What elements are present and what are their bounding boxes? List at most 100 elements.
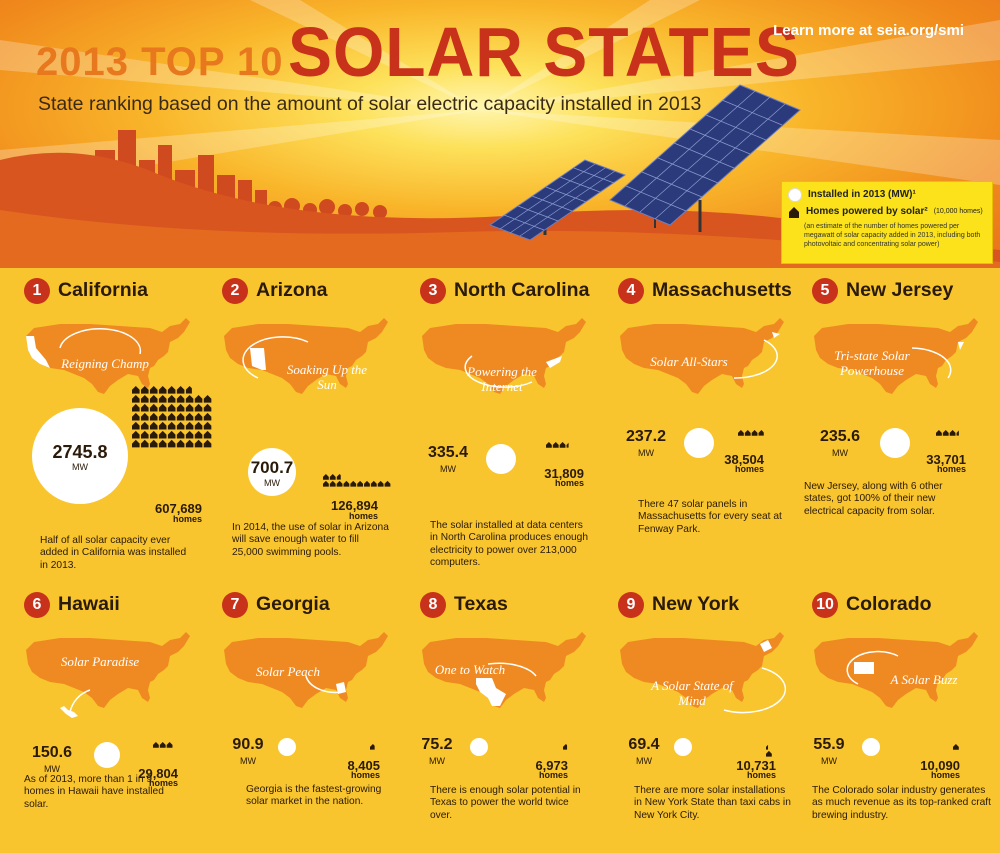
homes-value: 10,090 — [920, 758, 960, 773]
house-icon — [140, 386, 149, 394]
us-map — [26, 632, 190, 718]
state-card: 2 Arizona Soaking Up the Sun 700.7 MW 126,894… — [218, 278, 408, 568]
house-icon — [140, 439, 149, 448]
house-icon — [153, 742, 159, 748]
house-icon — [132, 412, 140, 421]
house-icon — [166, 742, 173, 748]
house-icon — [140, 403, 149, 412]
learn-more-link[interactable]: Learn more at seia.org/smi — [773, 22, 964, 39]
house-icon — [203, 394, 212, 403]
legend-homes-label: Homes powered by solar² — [806, 206, 928, 217]
house-icon — [132, 421, 140, 430]
state-highlight — [958, 342, 964, 350]
house-icon — [149, 403, 158, 412]
house-icon — [185, 430, 194, 439]
callout-arc — [487, 662, 537, 677]
mw-circle — [862, 738, 880, 756]
mw-unit: MW — [832, 448, 848, 458]
mw-circle — [278, 738, 296, 756]
mw-unit: MW — [264, 478, 280, 488]
house-icon — [758, 430, 764, 436]
house-icon — [149, 430, 158, 439]
homes-value: 29,804 — [138, 766, 178, 781]
state-card: 1 California Reigning Champ 2745.8 MW 607,689… — [20, 278, 212, 571]
house-icon — [176, 394, 185, 403]
mw-value: 69.4 — [628, 736, 660, 753]
mw-value: 700.7 — [250, 458, 294, 477]
homes-value: 38,504 — [724, 452, 764, 467]
mw-circle — [880, 428, 910, 458]
state-fact: The Colorado solar industry generates as… — [812, 785, 991, 821]
house-icon — [203, 430, 212, 439]
state-name: Colorado — [846, 593, 932, 615]
house-icon — [167, 439, 176, 448]
page-subtitle: State ranking based on the amount of sol… — [38, 93, 702, 115]
title-main: SOLAR STATES — [287, 13, 800, 91]
house-icon — [350, 480, 357, 487]
house-icon — [343, 480, 350, 487]
rank-badge: 3 — [420, 278, 446, 304]
homes-unit: homes — [936, 464, 966, 474]
state-tagline: Solar Paradise — [60, 654, 140, 669]
house-icon — [185, 421, 194, 430]
house-icon — [336, 474, 341, 480]
house-icon — [167, 430, 176, 439]
house-icon — [563, 744, 568, 750]
house-icon — [149, 386, 158, 394]
house-icon — [158, 386, 167, 394]
mw-circle — [470, 738, 488, 756]
rank-badge: 10 — [812, 592, 838, 618]
state-tagline: A Solar Buzz — [890, 672, 958, 687]
rank-badge: 8 — [420, 592, 446, 618]
state-fact: There 47 solar panels in Massachusetts f… — [638, 499, 782, 535]
mw-value: 2745.8 — [52, 442, 108, 462]
state-fact: As of 2013, more than 1 in 9 homes in Ha… — [24, 774, 164, 810]
house-icon — [194, 430, 203, 439]
house-icon — [546, 442, 552, 448]
homes-value: 607,689 — [155, 501, 202, 516]
callout-arc — [733, 339, 778, 379]
homes-unit: homes — [348, 511, 378, 521]
house-icon — [132, 386, 140, 394]
state-tagline: Solar All-Stars — [650, 354, 728, 369]
house-icon — [167, 403, 176, 412]
house-icon — [158, 412, 167, 421]
house-icon — [176, 439, 185, 448]
house-icon — [158, 421, 167, 430]
homes-value: 10,731 — [736, 758, 776, 773]
us-map — [814, 632, 978, 708]
mw-circle — [684, 428, 714, 458]
homes-icon-grid — [563, 744, 568, 750]
us-map — [26, 318, 190, 394]
us-map-shape — [224, 318, 388, 394]
us-map — [814, 318, 978, 394]
house-icon — [751, 430, 758, 436]
house-icon — [185, 386, 192, 394]
house-icon — [185, 403, 194, 412]
homes-icon-grid — [132, 386, 212, 448]
house-icon — [194, 394, 203, 403]
state-highlight — [760, 640, 772, 652]
house-icon — [158, 430, 167, 439]
homes-value: 126,894 — [331, 498, 378, 513]
state-name: North Carolina — [454, 279, 590, 301]
us-map — [224, 632, 388, 708]
state-fact: The solar installed at data centers in N… — [430, 520, 589, 569]
homes-value: 8,405 — [347, 758, 380, 773]
house-icon — [203, 412, 212, 421]
mw-unit: MW — [240, 756, 256, 766]
house-icon — [149, 421, 158, 430]
state-fact: There is enough solar potential in Texas… — [430, 785, 581, 821]
house-icon — [323, 480, 329, 487]
house-icon — [167, 421, 176, 430]
house-icon — [176, 412, 185, 421]
us-map-shape — [814, 632, 978, 708]
state-name: New York — [652, 593, 740, 615]
white-circle-icon — [788, 187, 802, 202]
house-icon — [185, 394, 194, 403]
house-icon — [953, 744, 959, 750]
homes-unit: homes — [148, 778, 178, 788]
house-icon — [167, 412, 176, 421]
house-icon — [132, 430, 140, 439]
us-map — [620, 632, 787, 714]
